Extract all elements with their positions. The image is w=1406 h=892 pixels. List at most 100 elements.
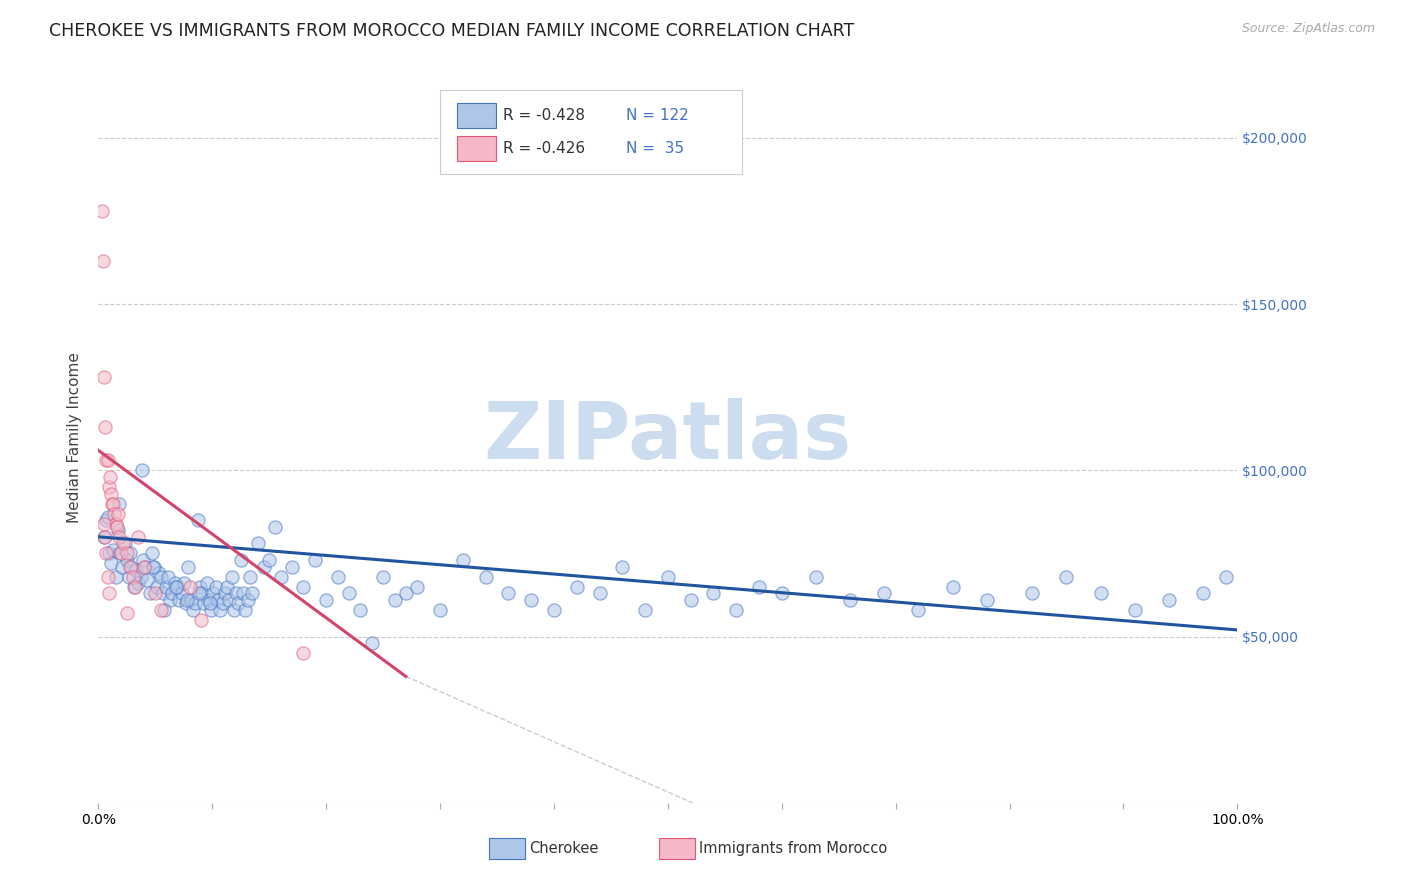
Point	[101, 497, 124, 511]
FancyBboxPatch shape	[457, 136, 496, 161]
Point	[150, 603, 173, 617]
Point	[211, 596, 233, 610]
Point	[176, 593, 198, 607]
Point	[96, 570, 118, 584]
Point	[232, 586, 254, 600]
Point	[129, 570, 152, 584]
Point	[193, 596, 215, 610]
Point	[218, 593, 240, 607]
Point	[1157, 593, 1180, 607]
Point	[100, 557, 122, 571]
Point	[200, 603, 222, 617]
Point	[246, 536, 269, 550]
Point	[873, 586, 896, 600]
Point	[91, 253, 114, 268]
Point	[195, 576, 218, 591]
Point	[634, 603, 657, 617]
Text: CHEROKEE VS IMMIGRANTS FROM MOROCCO MEDIAN FAMILY INCOME CORRELATION CHART: CHEROKEE VS IMMIGRANTS FROM MOROCCO MEDI…	[49, 22, 855, 40]
Point	[498, 586, 520, 600]
Point	[96, 453, 118, 467]
Point	[184, 596, 207, 610]
Point	[202, 586, 225, 600]
Point	[162, 586, 184, 600]
Point	[588, 586, 610, 600]
Text: N = 122: N = 122	[626, 108, 689, 123]
Point	[96, 513, 118, 527]
Point	[97, 546, 120, 560]
Point	[395, 586, 418, 600]
Point	[105, 520, 128, 534]
Point	[132, 559, 155, 574]
Point	[90, 204, 112, 219]
Point	[240, 586, 263, 600]
Point	[115, 546, 138, 560]
Point	[108, 497, 131, 511]
Point	[107, 507, 129, 521]
Point	[125, 563, 148, 577]
Point	[612, 559, 634, 574]
Point	[406, 580, 429, 594]
Point	[337, 586, 360, 600]
Point	[148, 566, 170, 581]
Point	[155, 580, 177, 594]
Point	[839, 593, 862, 607]
Point	[141, 546, 163, 560]
Point	[124, 580, 146, 594]
Point	[198, 596, 221, 610]
Point	[543, 603, 565, 617]
Point	[371, 570, 394, 584]
Point	[360, 636, 382, 650]
Point	[1090, 586, 1112, 600]
Point	[474, 570, 496, 584]
Point	[143, 559, 166, 574]
Point	[145, 586, 167, 600]
Point	[173, 576, 195, 591]
Point	[315, 593, 337, 607]
Point	[134, 559, 156, 574]
Point	[270, 570, 292, 584]
Point	[104, 516, 127, 531]
Point	[121, 570, 143, 584]
Point	[217, 580, 239, 594]
Point	[156, 570, 179, 584]
Point	[264, 520, 287, 534]
Point	[107, 523, 129, 537]
Point	[120, 559, 142, 574]
Point	[115, 607, 138, 621]
Point	[942, 580, 965, 594]
Point	[165, 580, 187, 594]
Point	[239, 570, 262, 584]
FancyBboxPatch shape	[457, 103, 496, 128]
Point	[1215, 570, 1237, 584]
Point	[304, 553, 326, 567]
Point	[229, 553, 252, 567]
Point	[907, 603, 929, 617]
Point	[114, 536, 136, 550]
Point	[1021, 586, 1043, 600]
Point	[187, 586, 209, 600]
Point	[292, 580, 315, 594]
Point	[110, 546, 132, 560]
FancyBboxPatch shape	[659, 838, 695, 859]
Point	[281, 559, 304, 574]
Point	[142, 559, 165, 574]
Point	[565, 580, 588, 594]
Text: N =  35: N = 35	[626, 141, 683, 156]
Point	[96, 546, 118, 560]
Point	[136, 573, 159, 587]
Point	[186, 513, 208, 527]
Point	[150, 570, 173, 584]
Point	[179, 580, 201, 594]
Point	[108, 546, 131, 560]
Point	[159, 593, 181, 607]
Point	[180, 593, 202, 607]
Point	[1054, 570, 1078, 584]
Point	[429, 603, 451, 617]
Point	[93, 370, 115, 384]
Point	[127, 576, 149, 591]
Point	[127, 530, 149, 544]
Point	[163, 576, 186, 591]
Point	[233, 603, 256, 617]
Point	[115, 553, 138, 567]
Point	[97, 480, 120, 494]
